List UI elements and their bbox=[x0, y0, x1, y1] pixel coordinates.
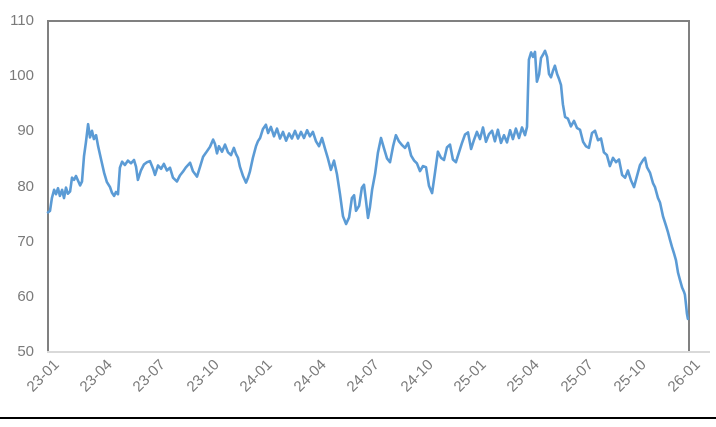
y-axis-label: 100 bbox=[8, 67, 34, 85]
plot-border-top bbox=[47, 20, 690, 22]
plot-border-right bbox=[688, 20, 690, 353]
x-axis-line bbox=[47, 351, 710, 353]
y-axis-line bbox=[47, 20, 49, 353]
y-axis-label: 70 bbox=[17, 232, 34, 250]
bottom-divider bbox=[0, 417, 716, 419]
y-axis-label: 60 bbox=[17, 287, 34, 305]
y-axis-label: 80 bbox=[17, 177, 34, 195]
y-axis-label: 50 bbox=[17, 343, 34, 360]
y-axis-label: 110 bbox=[10, 12, 34, 29]
y-axis-label: 90 bbox=[17, 122, 34, 140]
